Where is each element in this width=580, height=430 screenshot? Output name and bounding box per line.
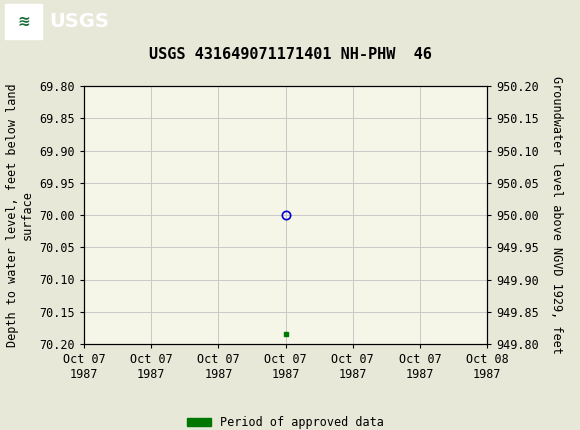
Legend: Period of approved data: Period of approved data [183, 411, 389, 430]
Y-axis label: Groundwater level above NGVD 1929, feet: Groundwater level above NGVD 1929, feet [550, 76, 563, 354]
Text: USGS: USGS [49, 12, 109, 31]
Bar [5, 4, 42, 39]
Text: USGS 431649071171401 NH-PHW  46: USGS 431649071171401 NH-PHW 46 [148, 47, 432, 62]
Text: ≋: ≋ [17, 14, 30, 29]
Y-axis label: Depth to water level, feet below land
surface: Depth to water level, feet below land su… [6, 83, 34, 347]
